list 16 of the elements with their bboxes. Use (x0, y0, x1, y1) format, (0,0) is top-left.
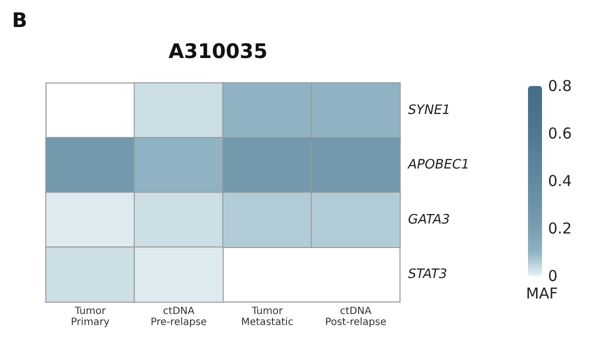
y-tick-label: GATA3 (408, 212, 450, 228)
x-tick-label: Tumor Primary (70, 306, 110, 328)
y-tick-label: STAT3 (408, 267, 448, 282)
color-bar-label: 0.4 (548, 172, 572, 190)
y-tick-label: APOBEC1 (407, 158, 470, 173)
y-tick-label: SYNE1 (408, 102, 450, 118)
text: B (12, 8, 28, 32)
color-bar-label: 0.6 (548, 124, 572, 142)
x-tick-label: ctDNA Pre-relapse (150, 306, 207, 328)
chart-title: A310035 (168, 39, 268, 63)
x-tick-label: ctDNA Post-relapse (325, 306, 386, 328)
color-bar-label: 0.8 (548, 77, 572, 95)
x-tick-label: Tumor Metastatic (241, 306, 294, 328)
color-bar-label: 0 (548, 267, 558, 285)
color-bar-label: 0.2 (548, 220, 572, 238)
color-bar-title: MAF (526, 284, 558, 302)
